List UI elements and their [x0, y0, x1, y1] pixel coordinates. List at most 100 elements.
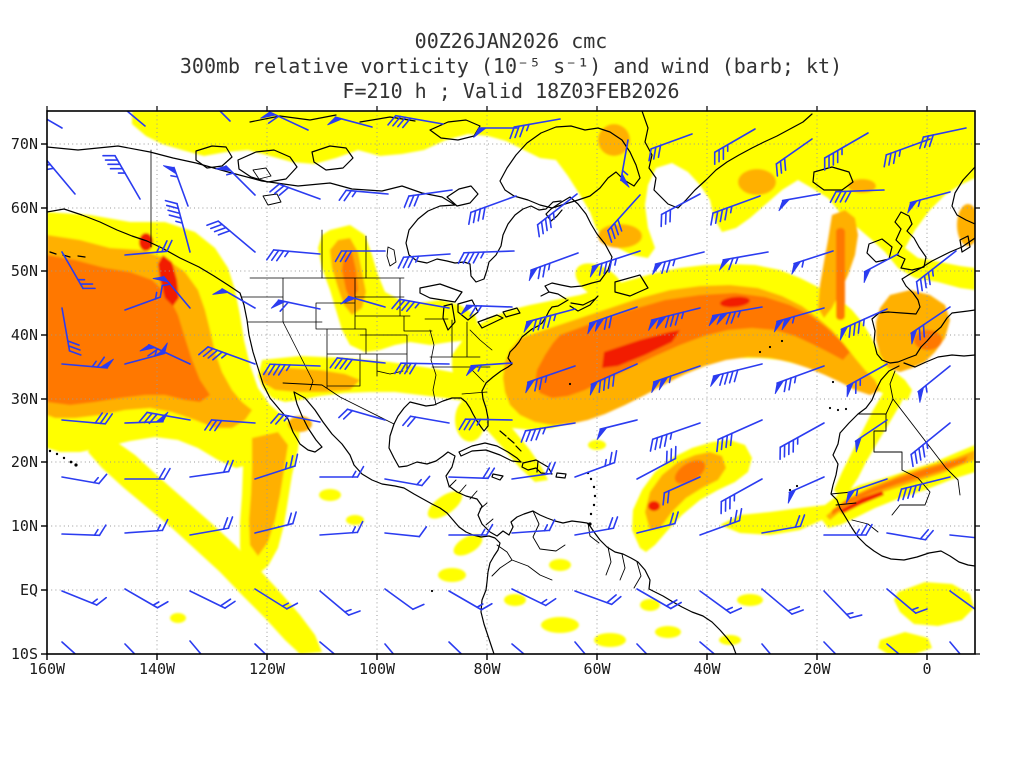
- vorticity-spot: [588, 440, 606, 450]
- barb-full: [775, 163, 779, 177]
- barb-full: [537, 317, 542, 331]
- barb-full: [723, 371, 729, 385]
- vorticity-spot: [541, 617, 579, 633]
- barb-full: [911, 484, 917, 498]
- barb-half: [668, 375, 672, 384]
- barb-full: [530, 428, 537, 442]
- barb-full: [542, 264, 546, 278]
- barb-full: [339, 250, 348, 263]
- island-baffin: [499, 125, 641, 209]
- barb-full: [519, 124, 525, 138]
- vorticity-core-east-pacific: [249, 432, 288, 556]
- barb-staff: [720, 478, 763, 503]
- wind-barb: [710, 363, 763, 387]
- lon-label-140W: 140W: [139, 660, 176, 678]
- wind-barb: [448, 523, 494, 536]
- barb-full: [167, 209, 181, 215]
- vorticity-spot: [655, 626, 681, 638]
- wind-barb: [713, 128, 756, 166]
- barb-full: [613, 222, 620, 236]
- barb-full: [834, 190, 842, 203]
- barb-pennant: [719, 258, 732, 271]
- vorticity-core-baffin: [598, 124, 630, 156]
- barb-staff: [189, 527, 230, 536]
- vorticity-deep-rockies: [342, 252, 358, 302]
- barb-full: [344, 250, 353, 263]
- barb-full: [477, 208, 482, 222]
- barb-pennant: [708, 313, 721, 327]
- wind-barb: [270, 413, 321, 425]
- barb-staff: [536, 193, 578, 226]
- barb-full: [607, 375, 611, 389]
- wind-barb: [189, 590, 236, 609]
- coast-hudson-bay: [405, 200, 562, 283]
- barb-half: [93, 476, 99, 484]
- barb-full: [659, 435, 663, 449]
- barb-full: [213, 226, 227, 233]
- barb-staff: [511, 529, 551, 534]
- barb-half: [416, 478, 422, 486]
- barb-staff: [470, 195, 517, 214]
- barb-full: [914, 450, 918, 464]
- barb-half: [783, 667, 789, 668]
- barb-full: [728, 370, 734, 384]
- wind-barb: [254, 453, 299, 480]
- barb-full: [674, 511, 679, 525]
- barb-staff: [699, 641, 716, 654]
- barb-full: [546, 314, 552, 328]
- barb-full: [95, 596, 108, 606]
- barb-half: [537, 663, 543, 665]
- barb-half: [725, 606, 734, 611]
- barb-full: [710, 212, 714, 226]
- lat-label-70N: 70N: [11, 135, 38, 153]
- barb-staff: [607, 194, 641, 232]
- barb-half: [284, 250, 290, 258]
- lat-label-EQ: EQ: [20, 581, 38, 599]
- barb-half: [659, 665, 665, 667]
- barb-full: [729, 432, 733, 447]
- barb-staff: [823, 132, 869, 159]
- barb-half: [156, 524, 162, 532]
- title-field: 300mb relative vorticity (10⁻⁵ s⁻¹) and …: [180, 54, 842, 78]
- wind-barb: [716, 419, 763, 453]
- wind-barb: [397, 253, 451, 269]
- vorticity-max-pacific-1: [139, 233, 153, 251]
- barb-staff: [124, 250, 168, 256]
- wind-barb: [384, 475, 431, 487]
- barb-staff: [345, 189, 389, 195]
- barb-full: [468, 418, 477, 431]
- barb-staff: [189, 590, 226, 609]
- barb-full: [720, 436, 724, 451]
- wind-barb: [402, 415, 450, 428]
- wind-barb: [949, 529, 994, 539]
- barb-full: [786, 670, 798, 672]
- barb-full: [408, 194, 415, 208]
- barb-full: [399, 362, 407, 375]
- barb-half: [793, 375, 797, 384]
- wind-barb: [47, 118, 63, 129]
- barb-pennant: [907, 200, 919, 214]
- barb-full: [987, 529, 994, 539]
- wind-barb: [511, 588, 557, 607]
- barb-full: [209, 223, 223, 230]
- barb-full: [275, 250, 285, 262]
- barb-full: [661, 260, 666, 275]
- map-frame: [46, 110, 976, 655]
- border-us-mexico: [282, 382, 395, 425]
- islands-atlantic-small: [430, 339, 848, 593]
- wind-barb: [189, 640, 202, 654]
- barb-full: [344, 358, 353, 371]
- barb-staff: [176, 202, 191, 253]
- barb-full: [919, 277, 924, 292]
- barb-staff: [464, 418, 513, 421]
- wind-barb: [949, 641, 962, 654]
- barb-full: [47, 159, 48, 162]
- lon-label-60W: 60W: [583, 660, 611, 678]
- barb-half: [845, 612, 854, 616]
- barb-full: [338, 189, 347, 201]
- barb-pennant: [652, 261, 664, 275]
- barb-half: [982, 533, 986, 538]
- barb-full: [654, 436, 659, 451]
- title-valid-time: F=210 h ; Valid 18Z03FEB2026: [342, 79, 679, 103]
- wind-barb: [164, 199, 191, 253]
